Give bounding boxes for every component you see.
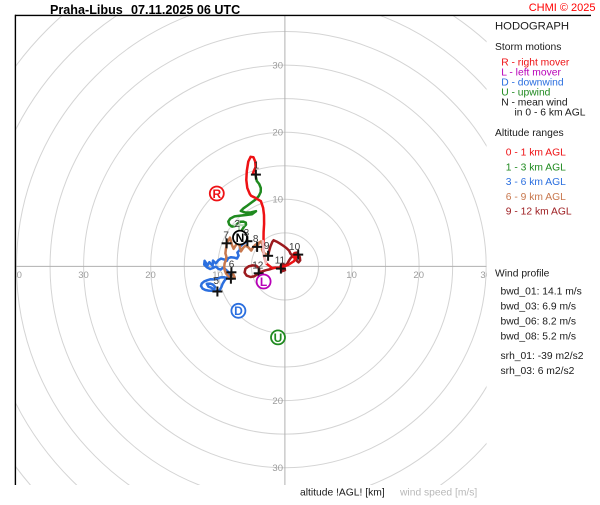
svg-text:7: 7 <box>223 230 229 241</box>
svg-text:3: 3 <box>244 228 250 239</box>
svg-text:20: 20 <box>145 270 156 281</box>
svg-text:N: N <box>236 231 245 245</box>
svg-text:bwd_06: 8.2 m/s: bwd_06: 8.2 m/s <box>501 317 577 328</box>
svg-text:30: 30 <box>78 270 89 281</box>
svg-text:07.11.2025 06 UTC: 07.11.2025 06 UTC <box>131 3 240 17</box>
svg-text:srh_01: -39 m2/s2: srh_01: -39 m2/s2 <box>501 351 584 362</box>
svg-text:Wind profile: Wind profile <box>495 269 550 280</box>
svg-text:Storm motions: Storm motions <box>495 42 561 53</box>
svg-text:20: 20 <box>413 270 424 281</box>
svg-text:R - right mover: R - right mover <box>501 57 570 68</box>
svg-text:6: 6 <box>229 259 235 270</box>
svg-text:U: U <box>274 331 283 345</box>
svg-text:20: 20 <box>272 396 283 407</box>
svg-text:L: L <box>260 275 267 289</box>
svg-text:L - left mover: L - left mover <box>501 67 561 78</box>
svg-text:11: 11 <box>275 256 286 267</box>
svg-text:0 - 1 km AGL: 0 - 1 km AGL <box>506 148 566 159</box>
svg-text:in 0 - 6 km AGL: in 0 - 6 km AGL <box>515 108 586 119</box>
svg-text:2: 2 <box>235 219 241 230</box>
svg-text:bwd_08: 5.2 m/s: bwd_08: 5.2 m/s <box>501 332 577 343</box>
svg-text:D - downwind: D - downwind <box>501 77 564 88</box>
svg-text:bwd_03: 6.9 m/s: bwd_03: 6.9 m/s <box>501 302 577 313</box>
svg-text:wind speed [m/s]: wind speed [m/s] <box>399 488 477 499</box>
svg-text:3 - 6 km AGL: 3 - 6 km AGL <box>506 177 566 188</box>
svg-text:R: R <box>212 187 221 201</box>
svg-text:9: 9 <box>264 241 270 252</box>
svg-text:altitude !AGL! [km]: altitude !AGL! [km] <box>300 488 385 499</box>
svg-text:1: 1 <box>254 161 260 172</box>
svg-text:HODOGRAPH: HODOGRAPH <box>495 20 569 32</box>
svg-text:Praha-Libus: Praha-Libus <box>50 3 123 17</box>
svg-text:8: 8 <box>253 234 259 245</box>
svg-text:N - mean wind: N - mean wind <box>501 98 568 109</box>
svg-text:12: 12 <box>252 260 264 271</box>
svg-text:30: 30 <box>272 463 283 474</box>
svg-text:10: 10 <box>212 270 223 281</box>
svg-text:9 - 12 km AGL: 9 - 12 km AGL <box>506 207 572 218</box>
svg-text:srh_03: 6 m2/s2: srh_03: 6 m2/s2 <box>501 366 575 377</box>
svg-text:10: 10 <box>272 195 283 206</box>
svg-text:30: 30 <box>272 61 283 72</box>
svg-text:10: 10 <box>289 242 301 253</box>
svg-text:20: 20 <box>272 128 283 139</box>
svg-text:30: 30 <box>480 270 491 281</box>
svg-text:5: 5 <box>214 276 220 287</box>
svg-text:U - upwind: U - upwind <box>501 87 550 98</box>
svg-text:bwd_01: 14.1 m/s: bwd_01: 14.1 m/s <box>501 287 582 298</box>
svg-text:1 - 3 km AGL: 1 - 3 km AGL <box>506 162 566 173</box>
svg-text:Altitude ranges: Altitude ranges <box>495 128 564 139</box>
svg-text:40: 40 <box>11 270 22 281</box>
svg-text:10: 10 <box>346 270 357 281</box>
svg-text:6 - 9 km AGL: 6 - 9 km AGL <box>506 192 566 203</box>
svg-text:CHMI © 2025: CHMI © 2025 <box>529 2 596 14</box>
svg-text:D: D <box>234 304 243 318</box>
